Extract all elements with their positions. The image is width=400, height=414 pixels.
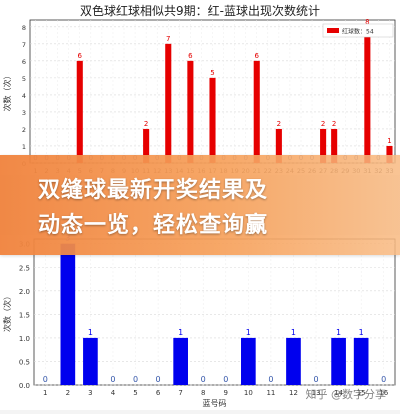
banner-line-1: 双缝球最新开奖结果及 [38, 178, 269, 203]
x-tick-label: 16 [379, 389, 388, 397]
y-tick-label: 2 [22, 126, 26, 134]
blue-ball-chart: 0.00.51.01.52.02.53.00132130405061708091… [0, 234, 400, 410]
bar [173, 337, 188, 385]
bar [331, 128, 338, 163]
data-label: 0 [201, 375, 206, 384]
red-ball-chart-svg: 0123456780102030465060708090102110127130… [2, 18, 396, 175]
data-label: 7 [166, 35, 170, 43]
x-tick-label: 10 [244, 389, 253, 397]
data-label: 0 [223, 375, 228, 384]
x-tick-label: 15 [357, 389, 366, 397]
y-tick-label: 3 [22, 109, 26, 117]
data-label: 2 [277, 120, 281, 128]
y-axis-label: 次数（次） [2, 72, 12, 112]
bar [364, 26, 371, 163]
legend-label: 红球数：54 [342, 28, 374, 36]
data-label: 0 [381, 375, 386, 384]
data-label: 0 [110, 375, 115, 384]
data-label: 2 [321, 120, 325, 128]
data-label: 0 [268, 375, 273, 384]
data-label: 1 [336, 328, 341, 337]
x-tick-label: 6 [156, 389, 161, 397]
headline-banner: 双缝球最新开奖结果及 动态一览，轻松查询赢 [0, 155, 400, 255]
data-label: 1 [291, 328, 296, 337]
x-tick-label: 13 [312, 389, 321, 397]
data-label: 6 [188, 52, 193, 60]
bar [353, 337, 369, 385]
data-label: 1 [246, 328, 251, 337]
bar [209, 77, 216, 163]
data-label: 2 [144, 120, 148, 128]
x-axis-label: 蓝号码 [203, 398, 227, 408]
data-label: 0 [313, 375, 318, 384]
x-tick-label: 14 [334, 389, 343, 397]
y-tick-label: 0.0 [19, 382, 30, 390]
blue-ball-chart-svg: 0.00.51.01.52.02.53.00132130405061708091… [2, 234, 396, 408]
data-label: 0 [43, 375, 48, 384]
bar [275, 128, 282, 163]
data-label: 8 [365, 18, 369, 26]
bar [320, 128, 327, 163]
bar [165, 43, 172, 164]
data-label: 1 [359, 328, 364, 337]
legend-swatch [327, 28, 339, 33]
bar [83, 337, 98, 385]
x-tick-label: 4 [111, 389, 116, 397]
y-tick-label: 1 [22, 143, 26, 151]
y-tick-label: 1.0 [19, 335, 30, 343]
bar [386, 145, 393, 163]
x-tick-label: 3 [88, 389, 92, 397]
data-label: 1 [387, 137, 391, 145]
x-tick-label: 8 [201, 389, 205, 397]
watermark: 知乎 @数字分享 [305, 388, 387, 401]
y-tick-label: 2.0 [19, 288, 30, 296]
red-ball-chart: 双色球红球相似共9期：红-蓝球出现次数统计 012345678010203046… [0, 0, 400, 175]
bar [241, 337, 256, 385]
data-label: 0 [133, 375, 138, 384]
x-tick-label: 11 [266, 389, 275, 397]
banner-line-2: 动态一览，轻松查询赢 [38, 213, 269, 238]
bar [187, 60, 194, 163]
y-tick-label: 4 [22, 92, 26, 100]
bar [286, 337, 301, 385]
y-tick-label: 2.5 [19, 264, 30, 272]
bar [76, 60, 83, 163]
data-label: 2 [332, 120, 336, 128]
data-label: 6 [78, 52, 83, 60]
y-tick-label: 8 [22, 24, 26, 32]
x-tick-label: 1 [43, 389, 47, 397]
x-tick-label: 7 [178, 389, 182, 397]
x-tick-label: 12 [289, 389, 298, 397]
y-axis-label: 次数（次） [2, 292, 12, 332]
chart-title: 双色球红球相似共9期：红-蓝球出现次数统计 [80, 4, 320, 18]
bar [143, 128, 150, 163]
y-tick-label: 1.5 [19, 311, 30, 319]
data-label: 6 [255, 52, 260, 60]
legend-box [322, 23, 394, 38]
y-tick-label: 7 [22, 41, 26, 49]
data-label: 5 [210, 69, 214, 77]
y-tick-label: 6 [22, 58, 26, 66]
y-tick-label: 5 [22, 75, 26, 83]
data-label: 0 [156, 375, 161, 384]
bar [60, 243, 76, 385]
data-label: 1 [88, 328, 93, 337]
x-tick-label: 2 [66, 389, 70, 397]
data-label: 1 [178, 328, 183, 337]
bar [253, 60, 260, 163]
x-tick-label: 9 [224, 389, 228, 397]
bar [331, 337, 346, 385]
x-tick-label: 5 [133, 389, 137, 397]
y-tick-label: 0.5 [19, 358, 30, 366]
